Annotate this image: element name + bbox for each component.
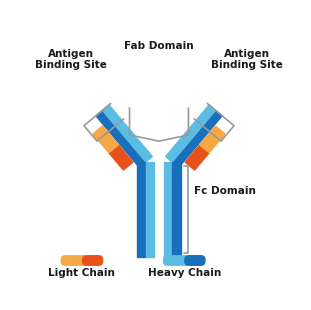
FancyBboxPatch shape	[163, 255, 206, 266]
Text: Fab Domain: Fab Domain	[124, 41, 194, 51]
Polygon shape	[166, 105, 216, 162]
FancyBboxPatch shape	[184, 255, 206, 266]
Polygon shape	[172, 110, 222, 167]
Bar	[172, 162, 181, 257]
Bar	[164, 162, 172, 257]
Text: Heavy Chain: Heavy Chain	[147, 268, 221, 278]
Polygon shape	[93, 126, 118, 153]
Polygon shape	[200, 126, 225, 153]
Bar	[146, 162, 154, 257]
FancyBboxPatch shape	[82, 255, 103, 266]
Polygon shape	[96, 110, 146, 167]
Text: Light Chain: Light Chain	[49, 268, 115, 278]
Polygon shape	[102, 105, 152, 162]
Polygon shape	[109, 145, 133, 170]
Polygon shape	[185, 145, 209, 170]
Bar	[137, 162, 146, 257]
Text: Fc Domain: Fc Domain	[194, 186, 256, 196]
FancyBboxPatch shape	[61, 255, 103, 266]
Text: Antigen
Binding Site: Antigen Binding Site	[35, 49, 107, 70]
Text: Antigen
Binding Site: Antigen Binding Site	[211, 49, 282, 70]
